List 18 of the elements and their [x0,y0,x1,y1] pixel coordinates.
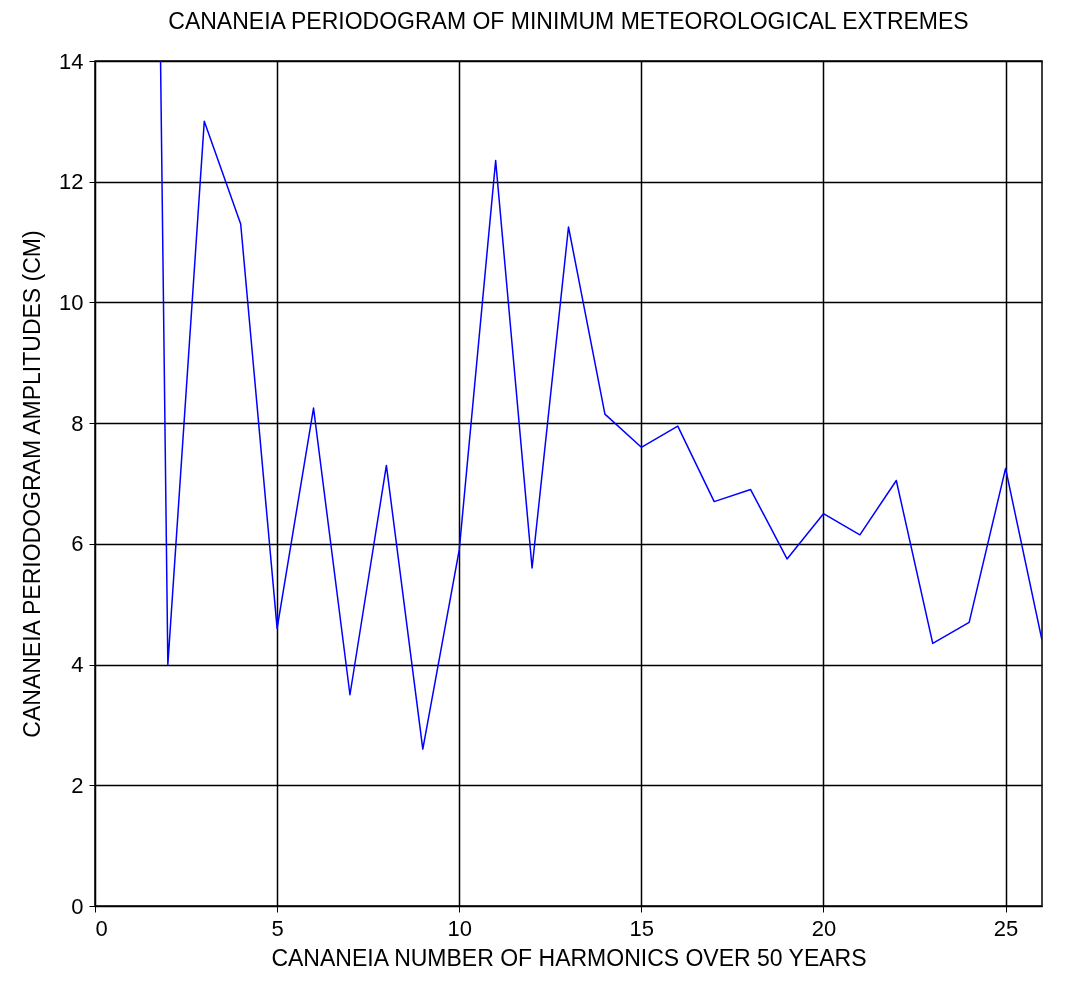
x-tick-label: 10 [447,915,472,941]
y-tick-label: 8 [71,410,84,436]
y-tick-label: 10 [59,289,84,315]
y-tick-label: 4 [71,652,84,678]
y-axis-title: CANANEIA PERIODOGRAM AMPLITUDES (CM) [19,230,46,738]
x-tick-label: 20 [811,915,837,941]
x-axis-title: CANANEIA NUMBER OF HARMONICS OVER 50 YEARS [271,944,867,971]
x-tick-label: 5 [271,915,284,941]
chart-title: CANANEIA PERIODOGRAM OF MINIMUM METEOROLOGICAL EXTREMES [168,8,969,34]
y-tick-label: 14 [59,48,84,74]
y-tick-label: 2 [71,772,84,798]
x-tick-label: 0 [95,915,108,941]
line-series [159,61,1042,750]
x-tick-label: 25 [993,915,1019,941]
x-tick-label: 15 [629,915,655,941]
y-tick-label: 6 [71,531,84,557]
y-tick-label: 12 [59,169,84,195]
y-tick-label: 0 [71,893,84,919]
